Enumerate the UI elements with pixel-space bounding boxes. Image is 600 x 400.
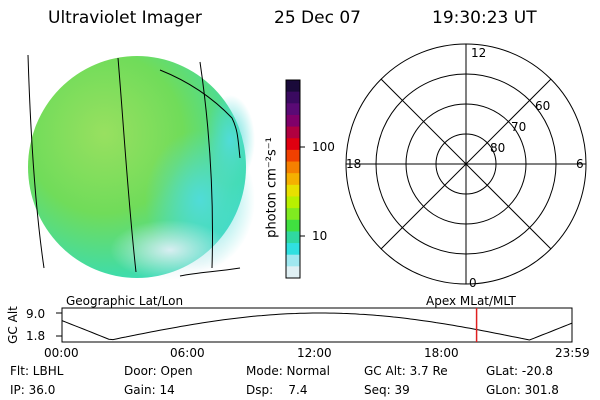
colorbar-segment [286, 114, 300, 128]
altitude-xtick-2359: 23:59 [555, 346, 590, 360]
colorbar-segment [286, 266, 300, 279]
colorbar-segment [286, 231, 300, 244]
status-gc-alt: GC Alt: 3.7 Re [364, 364, 448, 378]
colorbar-segment [286, 161, 300, 174]
colorbar-segment [286, 149, 300, 163]
colorbar [285, 79, 301, 279]
lat-label-70: 70 [511, 120, 527, 134]
colorbar-segment [286, 254, 300, 267]
altitude-xtick-1800: 18:00 [424, 346, 459, 360]
earth-disk [28, 56, 255, 280]
colorbar-segment [286, 91, 300, 104]
altitude-ylabel: GC Alt [6, 306, 20, 344]
altitude-xtick-1200: 12:00 [297, 346, 332, 360]
altitude-right-title: Apex MLat/MLT [426, 294, 516, 308]
instrument-title: Ultraviolet Imager [48, 8, 202, 28]
altitude-xtick-0600: 06:00 [170, 346, 205, 360]
colorbar-segment [286, 243, 300, 256]
altitude-xtick-0000: 00:00 [44, 346, 79, 360]
mlt-label-18: 18 [346, 157, 362, 171]
image-date: 25 Dec 07 [274, 8, 361, 28]
status-dsp: Dsp: 7.4 [246, 383, 308, 397]
status-gain: Gain: 14 [124, 383, 175, 397]
colorbar-tick-100: 100 [312, 140, 335, 154]
colorbar-segment [286, 126, 300, 139]
disk-grid-lines [27, 54, 241, 277]
colorbar-segment [286, 173, 300, 186]
colorbar-segment [286, 80, 300, 93]
mlt-label-0: 0 [469, 276, 477, 290]
mlt-label-12: 12 [471, 46, 487, 60]
altitude-plot [56, 307, 573, 343]
colorbar-segment [286, 208, 300, 221]
colorbar-frame [285, 79, 301, 279]
status-seq: Seq: 39 [364, 383, 410, 397]
altitude-ytick-9: 9.0 [26, 307, 46, 321]
altitude-ytick-1-8: 1.8 [26, 329, 46, 343]
colorbar-unit-label: photon cm⁻²s⁻¹ [264, 137, 280, 238]
status-glat: GLat: -20.8 [486, 364, 553, 378]
colorbar-segment [286, 184, 300, 197]
colorbar-ticks [300, 146, 305, 237]
status-ip: IP: 36.0 [10, 383, 56, 397]
polar-mlt-plot [345, 43, 587, 285]
status-glon: GLon: 301.8 [486, 383, 559, 397]
mlt-diagonal-b [380, 78, 552, 250]
status-mode: Mode: Normal [246, 364, 330, 378]
lat-label-60: 60 [535, 99, 551, 113]
status-filter: Flt: LBHL [10, 364, 64, 378]
altitude-left-title: Geographic Lat/Lon [66, 294, 184, 308]
colorbar-tick-10: 10 [312, 229, 328, 243]
colorbar-segment [286, 196, 300, 209]
lat-label-80: 80 [490, 141, 506, 155]
colorbar-segment [286, 138, 300, 151]
altitude-curve [61, 312, 573, 341]
status-door: Door: Open [124, 364, 193, 378]
colorbar-segment [286, 103, 300, 116]
altitude-plot-frame [61, 307, 573, 343]
colorbar-segment [286, 219, 300, 232]
image-time: 19:30:23 UT [432, 8, 537, 28]
mlt-label-6: 6 [576, 157, 584, 171]
